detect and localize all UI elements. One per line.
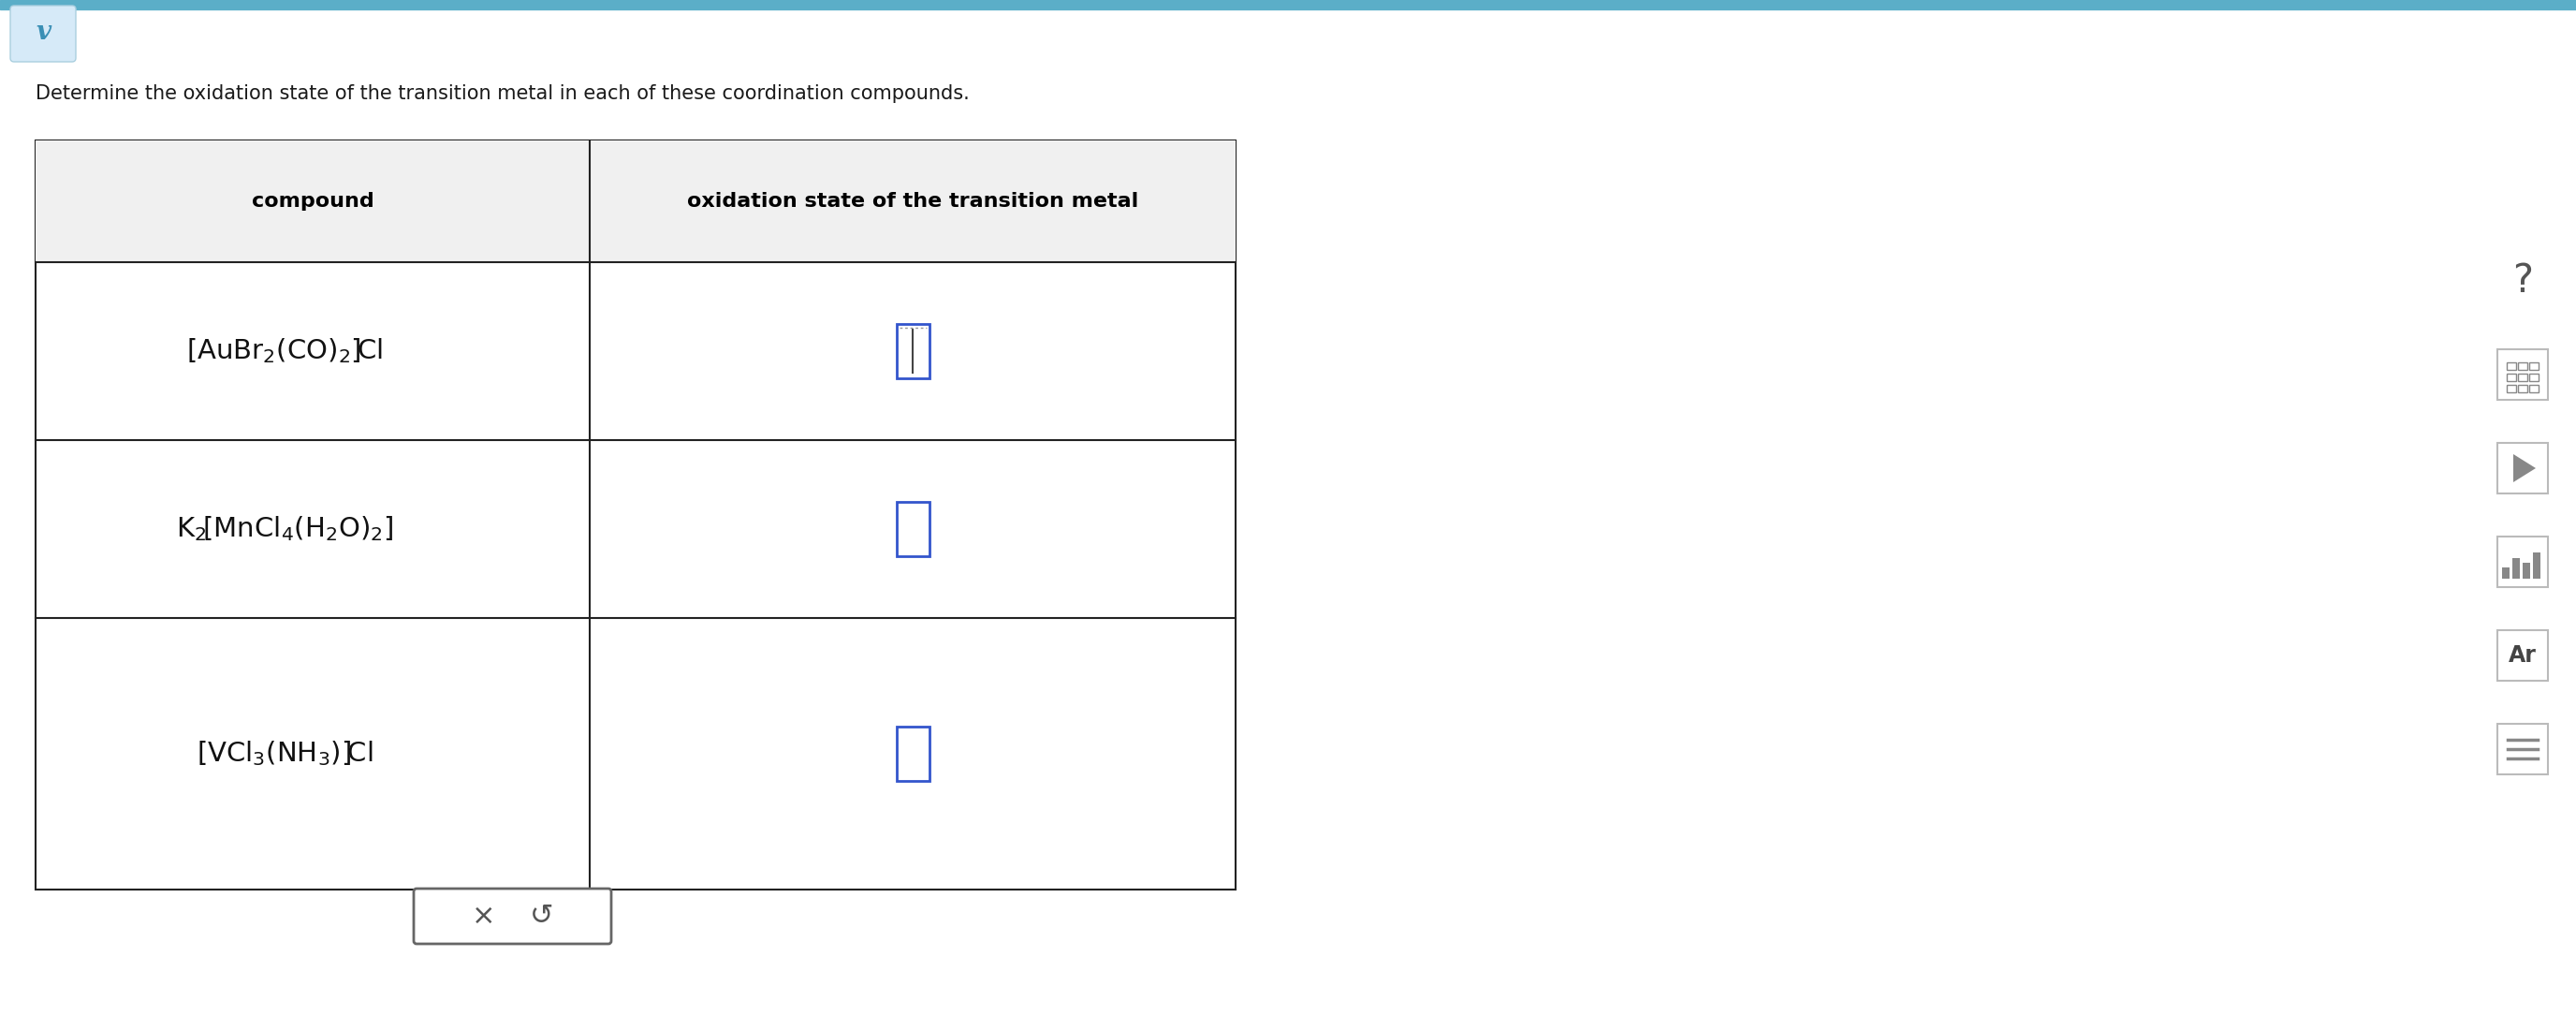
Bar [2517,374,2527,381]
Bar [896,324,930,378]
FancyBboxPatch shape [415,889,611,943]
Bar [2530,385,2537,392]
Bar [2501,568,2509,579]
Bar [2522,562,2530,579]
Text: Determine the oxidation state of the transition metal in each of these coordinat: Determine the oxidation state of the tra… [36,84,969,103]
Text: $\left[\mathrm{AuBr_2(CO)_2}\right]\!\mathrm{Cl}$: $\left[\mathrm{AuBr_2(CO)_2}\right]\!\ma… [185,337,384,366]
Bar [2506,385,2517,392]
Text: $\left[\mathrm{VCl_3(NH_3)}\right]\!\mathrm{Cl}$: $\left[\mathrm{VCl_3(NH_3)}\right]\!\mat… [196,740,374,768]
Bar [2506,374,2517,381]
Text: $\mathrm{K_2}\!\left[\mathrm{MnCl_4(H_2O)_2}\right]$: $\mathrm{K_2}\!\left[\mathrm{MnCl_4(H_2O… [175,515,394,544]
Bar [36,140,1236,263]
Bar [2517,363,2527,370]
Bar [2512,558,2519,579]
FancyBboxPatch shape [2496,349,2548,400]
Text: v: v [36,21,52,45]
Bar [2530,363,2537,370]
Bar [2506,363,2517,370]
Text: ?: ? [2512,262,2532,301]
Text: oxidation state of the transition metal: oxidation state of the transition metal [688,192,1139,211]
Bar [2530,374,2537,381]
Text: ×: × [471,902,495,930]
Polygon shape [2514,454,2535,482]
Bar [2517,385,2527,392]
FancyBboxPatch shape [2496,724,2548,775]
Bar [896,726,930,781]
FancyBboxPatch shape [2496,630,2548,681]
Bar [36,140,1236,890]
Text: ↺: ↺ [528,902,554,930]
Bar [0,0,2576,9]
Text: Ar: Ar [2509,644,2537,666]
Bar [2532,552,2540,579]
FancyBboxPatch shape [2496,537,2548,587]
FancyBboxPatch shape [2496,443,2548,493]
Bar [896,502,930,556]
FancyBboxPatch shape [10,5,75,62]
Text: compound: compound [252,192,374,211]
